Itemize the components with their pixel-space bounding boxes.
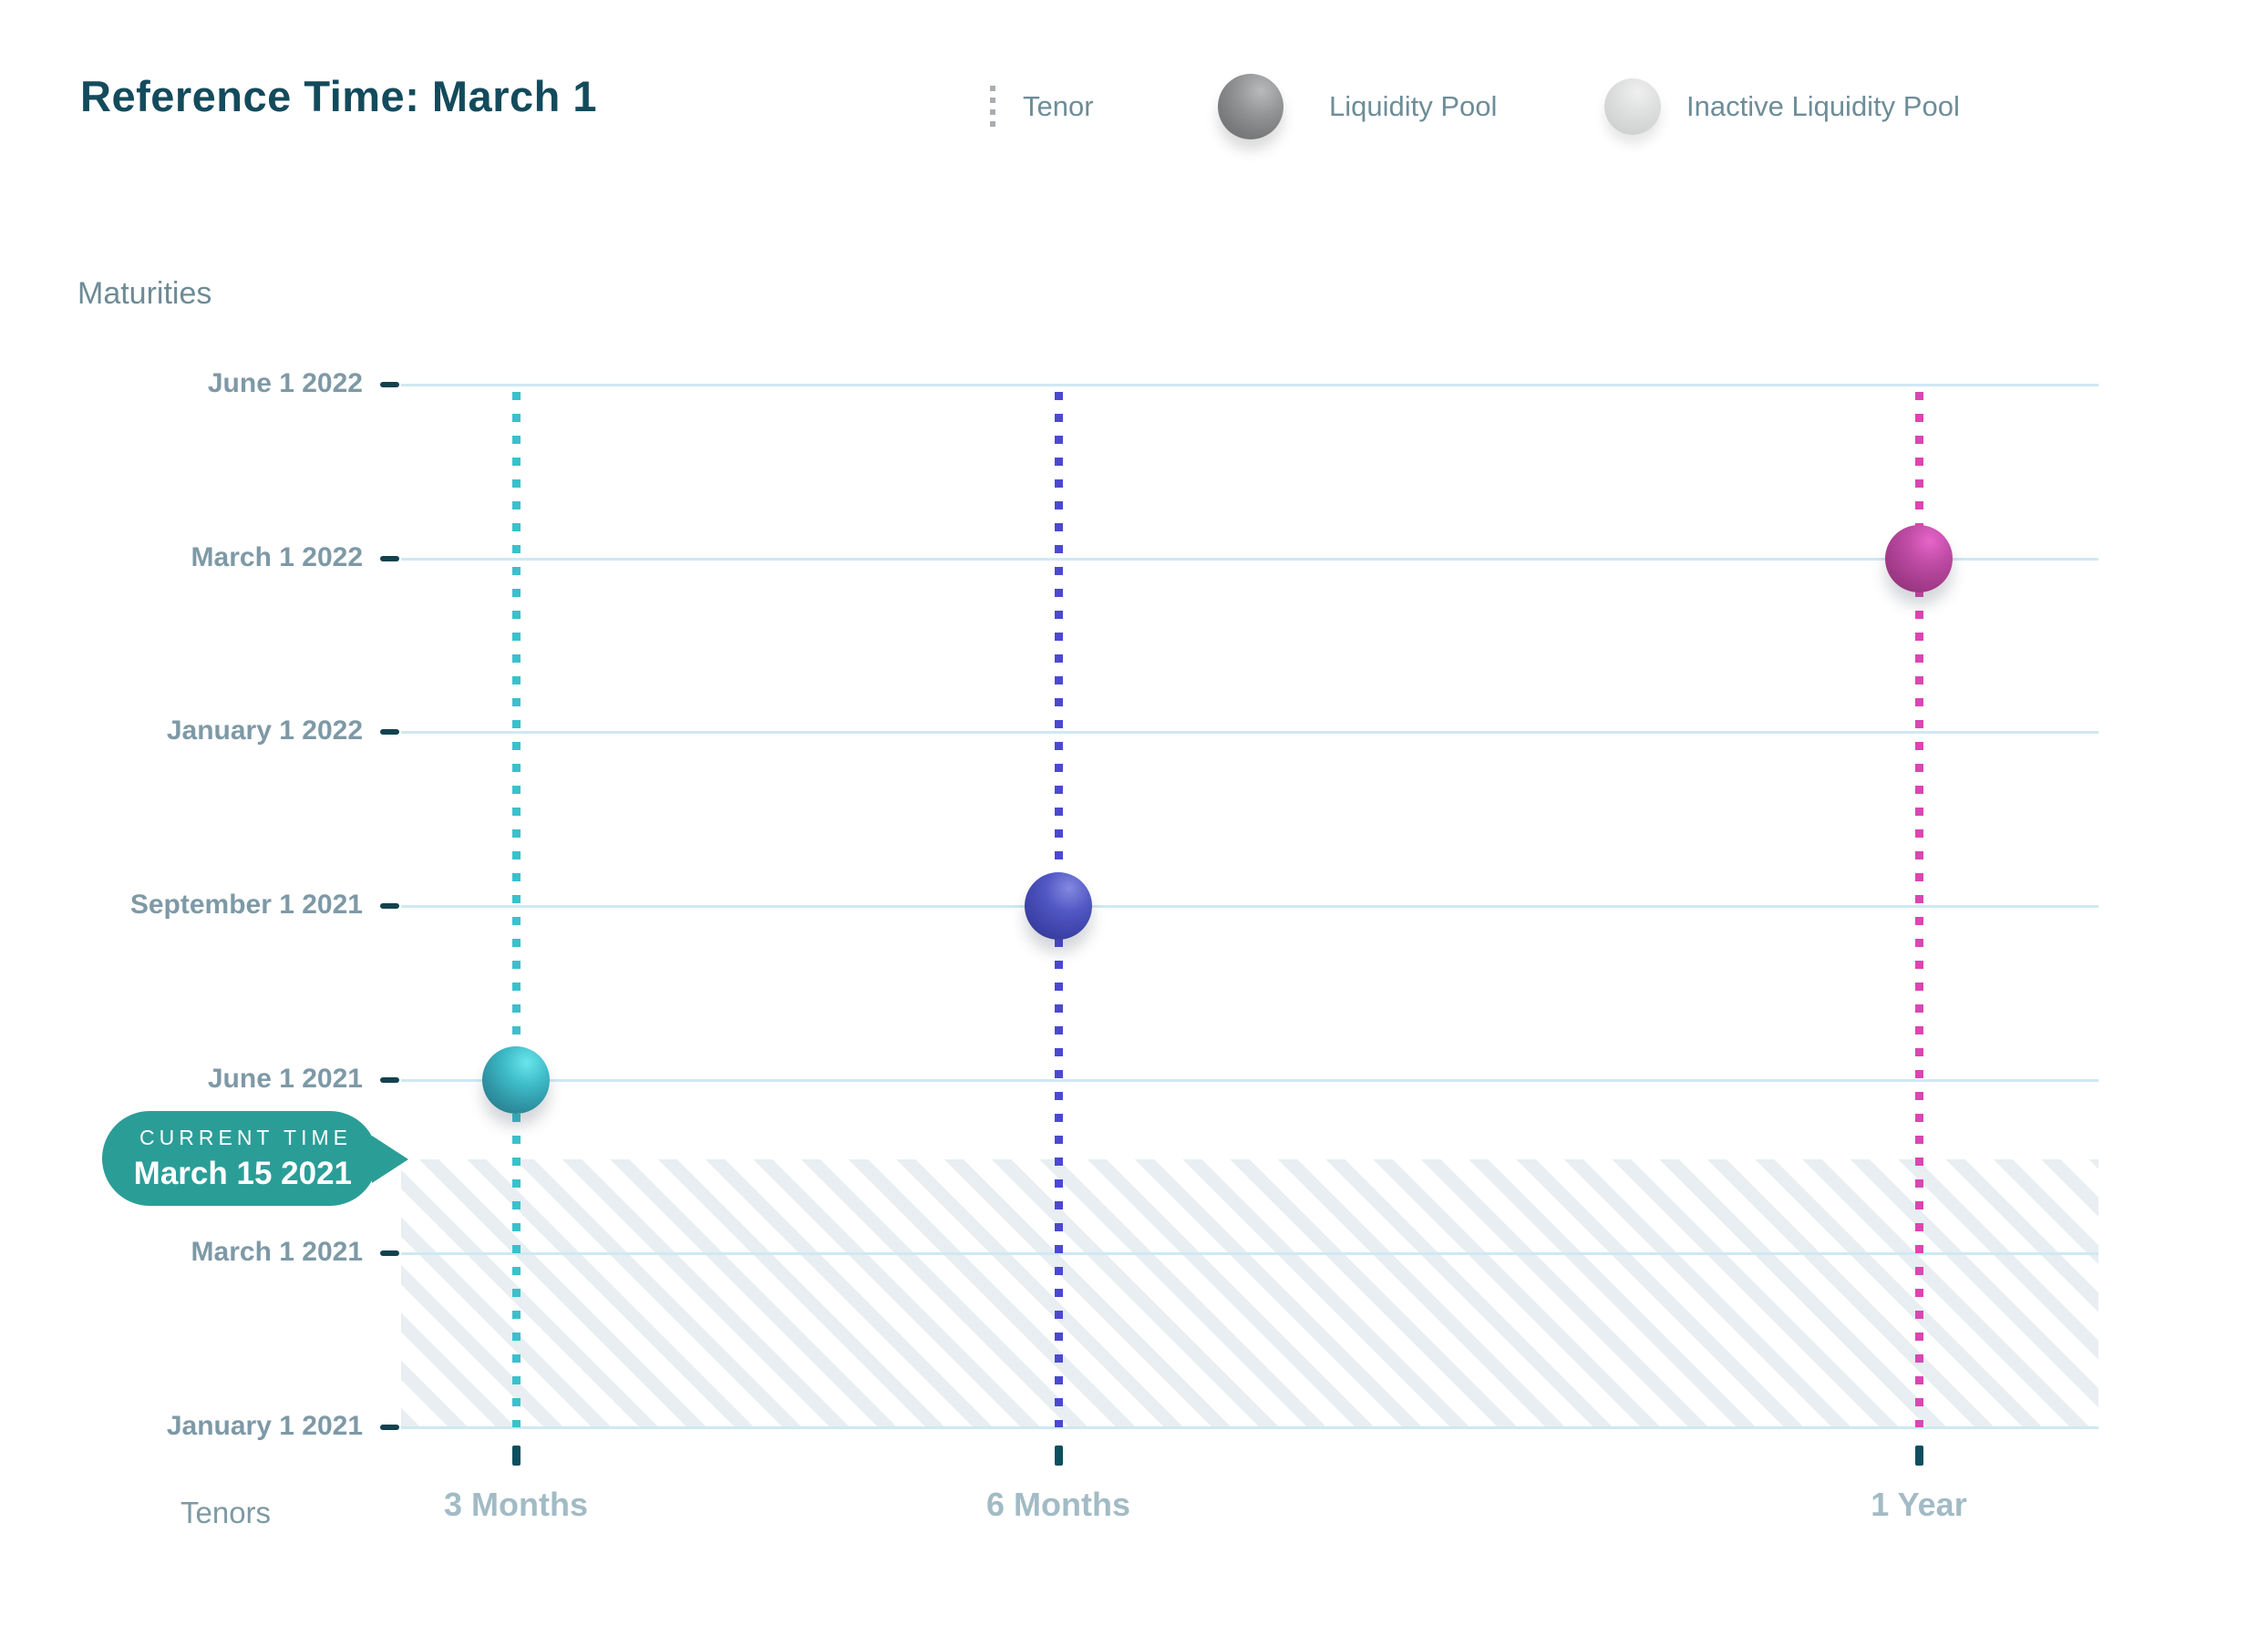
y-tick-label: June 1 2021 [207,1064,363,1094]
liquidity-pool-point-6-months[interactable] [1025,872,1092,940]
gridline [401,558,2098,561]
past-time-hatched-region [401,1159,2098,1427]
x-tick-label-1-year: 1 Year [1871,1486,1967,1523]
current-time-badge: CURRENT TIME March 15 2021 [102,1111,377,1206]
legend-label-tenor: Tenor [1023,90,1094,122]
liquidity-pool-point-3-months[interactable] [482,1046,550,1114]
gridline [401,1252,2098,1255]
y-tick-label: March 1 2021 [191,1237,363,1267]
gridline [401,731,2098,734]
current-time-label: CURRENT TIME [139,1125,352,1149]
liquidity-pool-point-1-year[interactable] [1885,525,1953,592]
x-tick-mark-6-months [1055,1446,1063,1466]
current-time-badge-pointer [372,1136,408,1183]
legend-label-liquidity-pool: Liquidity Pool [1329,90,1498,122]
y-tick-mark [380,1250,399,1256]
x-tick-mark-1-year [1915,1446,1923,1466]
y-tick-label: March 1 2022 [191,542,363,572]
gridline [401,384,2098,386]
y-tick-label: January 1 2022 [166,715,363,746]
liquidity-pool-icon [1218,74,1283,139]
tenor-line-3-months [512,392,521,1427]
x-tick-mark-3-months [512,1446,521,1466]
y-tick-mark [380,729,399,735]
legend-label-inactive-liquidity-pool: Inactive Liquidity Pool [1686,90,1960,122]
y-tick-mark [380,1077,399,1083]
y-tick-mark [380,556,399,561]
inactive-liquidity-pool-icon [1604,78,1661,135]
y-tick-mark [380,903,399,909]
y-tick-label: June 1 2022 [207,368,363,398]
y-tick-mark [380,382,399,387]
gridline [401,1426,2098,1429]
y-tick-label: January 1 2021 [166,1411,363,1441]
x-tick-label-6-months: 6 Months [986,1486,1130,1523]
tenor-line-1-year [1915,392,1923,1427]
y-axis-title: Maturities [77,276,212,311]
x-tick-label-3-months: 3 Months [444,1486,588,1523]
x-axis-title: Tenors [180,1496,272,1529]
y-tick-mark [380,1425,399,1430]
current-time-date: March 15 2021 [133,1155,352,1191]
tenor-dotted-line-icon [990,86,995,129]
gridline [401,1079,2098,1082]
gridline [401,905,2098,908]
y-tick-label: September 1 2021 [129,890,363,920]
page-title: Reference Time: March 1 [80,72,598,120]
